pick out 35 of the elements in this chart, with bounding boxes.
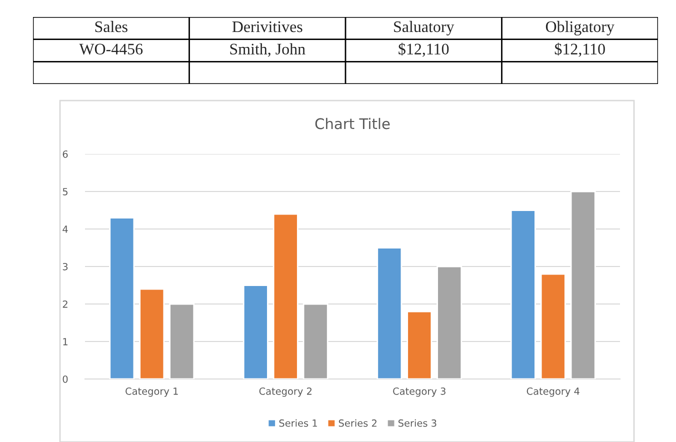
category-label: Derivitives: [232, 21, 302, 32]
bar: [540, 273, 566, 379]
y-tick-label: 5: [62, 188, 68, 196]
category-label: Obligatory: [546, 20, 614, 36]
legend-label: Series 2: [338, 419, 376, 427]
bar: [272, 213, 298, 379]
category-label: Sales: [95, 20, 128, 32]
bar: [436, 266, 462, 379]
text: $12,110: [398, 42, 449, 57]
y-tick-label: 4: [62, 226, 68, 233]
category-label: Saluatory: [394, 20, 454, 36]
bar: [242, 284, 268, 379]
bar: [139, 288, 165, 379]
bar: [510, 210, 536, 379]
bar: [376, 247, 402, 379]
x-tick-label: Category 2: [259, 388, 312, 397]
y-tick-label: 6: [62, 150, 68, 158]
bar: [302, 303, 328, 379]
text: Smith, John: [230, 43, 306, 57]
text: WO-4456: [79, 44, 143, 55]
x-tick-label: Category 4: [526, 388, 580, 397]
text: $12,110: [554, 42, 605, 57]
chart-title: Chart Title: [315, 118, 390, 130]
y-tick-label: 3: [62, 262, 68, 270]
y-tick-label: 2: [62, 300, 68, 308]
legend-label: Series 1: [279, 419, 317, 427]
bar: [570, 190, 596, 379]
bar: [169, 303, 195, 379]
x-tick-label: Category 3: [393, 388, 446, 397]
legend-label: Series 3: [398, 419, 436, 427]
bar: [109, 217, 135, 379]
y-tick-label: 1: [63, 338, 68, 346]
bar: [406, 310, 432, 379]
x-tick-label: Category 1: [126, 388, 178, 397]
y-tick-label: 0: [62, 375, 68, 383]
